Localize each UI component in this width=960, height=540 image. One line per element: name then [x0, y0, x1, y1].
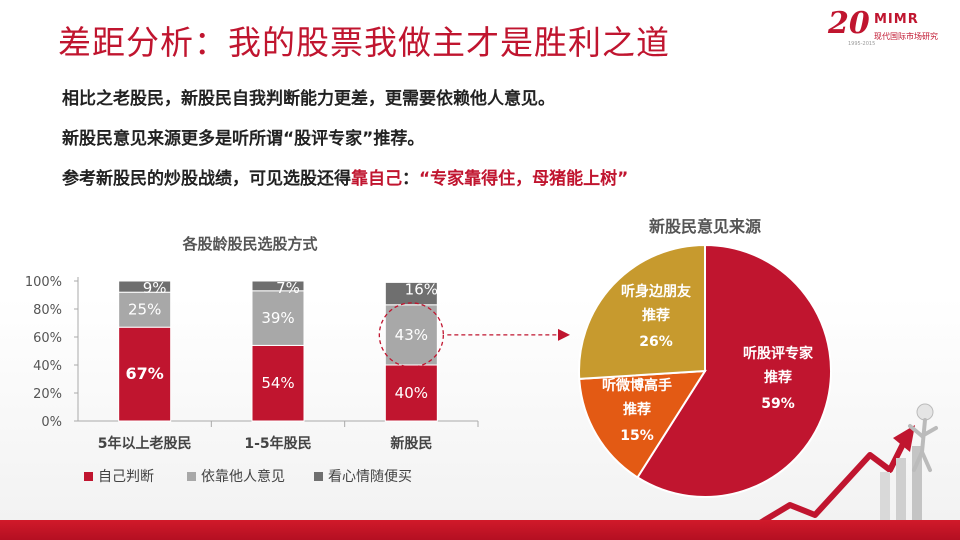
- pie-slice-label: 听身边朋友: [621, 283, 691, 300]
- insight-highlight-self: 靠自己: [351, 169, 402, 189]
- bar-value-label: 54%: [261, 374, 294, 392]
- highlight-circle: [378, 302, 444, 368]
- bar-value-label: 39%: [261, 309, 294, 327]
- pie-slice-pct: 26%: [639, 334, 673, 350]
- bar-segment: [384, 281, 438, 306]
- bar-value-label: 16%: [405, 280, 438, 298]
- legend-label: 自己判断: [98, 469, 154, 485]
- bar-segment: [118, 326, 172, 422]
- x-category-label: 新股民: [390, 435, 432, 452]
- y-tick-label: 100%: [25, 275, 62, 290]
- pie-slice: [578, 369, 707, 479]
- logo-years: 1995-2015: [848, 41, 876, 47]
- decor-bar: [912, 446, 922, 520]
- y-tick-label: 40%: [33, 359, 62, 374]
- decor-bar: [880, 472, 890, 520]
- y-tick-label: 20%: [33, 387, 62, 402]
- x-category-label: 1-5年股民: [244, 435, 311, 452]
- bar-value-label: 40%: [395, 384, 428, 402]
- pie-slice-label: 推荐: [623, 401, 651, 418]
- bar-value-label: 43%: [395, 326, 428, 344]
- logo-anniversary-number: 20: [828, 6, 870, 41]
- footer-band: [0, 520, 960, 540]
- pie-slice-pct: 15%: [620, 428, 654, 444]
- pie-chart-title: 新股民意见来源: [649, 217, 761, 236]
- bar-segment: [118, 291, 172, 328]
- y-tick-label: 80%: [33, 303, 62, 318]
- legend-swatch: [187, 472, 196, 481]
- insight-line-3-lead: 参考新股民的炒股战绩，可见选股还得: [62, 169, 351, 189]
- bar-value-label: 7%: [276, 279, 300, 297]
- logo-brand: MIMR: [874, 12, 919, 27]
- rising-arrow-graphic: [738, 438, 908, 538]
- y-tick-label: 60%: [33, 331, 62, 346]
- bar-segment: [251, 344, 305, 422]
- pie-slice-label: 听股评专家: [743, 345, 814, 362]
- legend-swatch: [314, 472, 323, 481]
- bar-value-label: 67%: [126, 364, 164, 383]
- highlight-arrowhead: [558, 328, 570, 341]
- insight-line-2: 新股民意见来源更多是听所谓“股评专家”推荐。: [62, 129, 425, 149]
- pie-slice-label: 推荐: [764, 369, 792, 386]
- logo-chinese-name: 现代国际市场研究: [874, 32, 938, 41]
- pie-slice: [578, 243, 706, 380]
- bar-segment: [384, 304, 438, 366]
- legend-label: 看心情随便买: [328, 469, 412, 485]
- rising-arrowhead: [893, 425, 915, 452]
- pie-slice-pct: 59%: [761, 396, 795, 412]
- bar-segment: [118, 280, 172, 293]
- legend-swatch: [84, 472, 93, 481]
- insight-quote: “专家靠得住，母猪能上树”: [419, 169, 629, 189]
- bar-value-label: 25%: [128, 301, 161, 319]
- pie-slice-label: 听微博高手: [602, 377, 672, 394]
- decor-bar: [896, 458, 906, 520]
- bar-value-label: 9%: [143, 279, 167, 297]
- figure-head-icon: [916, 403, 934, 421]
- bar-segment: [251, 280, 305, 292]
- insight-line-1: 相比之老股民，新股民自我判断能力更差，更需要依赖他人意见。: [62, 89, 555, 109]
- page-title: 差距分析：我的股票我做主才是胜利之道: [58, 23, 670, 62]
- bar-segment: [384, 364, 438, 422]
- y-tick-label: 0%: [41, 415, 62, 430]
- pie-slice-label: 推荐: [642, 307, 670, 324]
- legend-label: 依靠他人意见: [201, 468, 285, 485]
- insight-line-3: 参考新股民的炒股战绩，可见选股还得靠自己：“专家靠得住，母猪能上树”: [62, 164, 628, 189]
- mimr-logo: 20 MIMR 现代国际市场研究 1995-2015: [828, 6, 950, 50]
- insight-colon: ：: [402, 169, 419, 189]
- bar-chart-title: 各股龄股民选股方式: [181, 235, 317, 253]
- figure-body-icon: [908, 418, 938, 472]
- x-category-label: 5年以上老股民: [98, 435, 192, 452]
- pie-slice: [636, 243, 832, 498]
